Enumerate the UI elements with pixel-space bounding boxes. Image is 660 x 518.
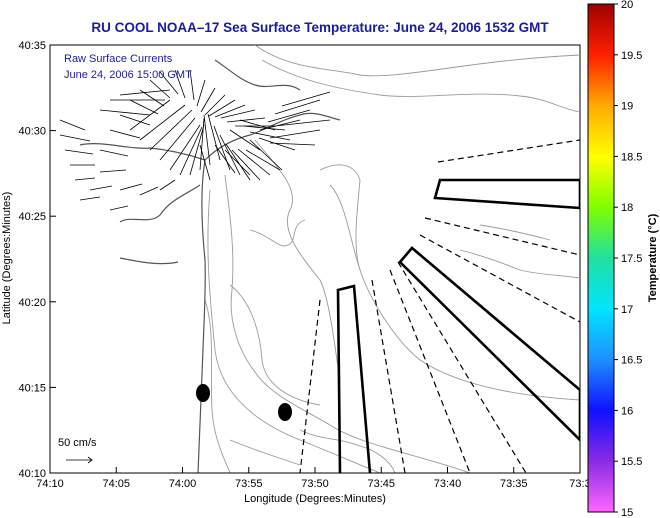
mooring-marker-2 (278, 403, 292, 421)
y-tick-label: 40:30 (18, 126, 46, 138)
survey-boxes (336, 178, 580, 473)
colorbar-label: Temperature (°C) (647, 213, 659, 302)
y-tick-label: 40:20 (18, 297, 46, 309)
y-tick-label: 40:10 (18, 468, 46, 480)
currents-scale-label: 50 cm/s (58, 437, 97, 449)
colorbar-tick-label: 16 (621, 405, 633, 417)
bathymetry-contours (204, 45, 580, 473)
x-tick-label: 73:40 (434, 478, 462, 490)
x-tick-label: 73:3 (569, 478, 590, 490)
x-tick-label: 73:55 (235, 478, 263, 490)
scale-arrow (66, 456, 93, 464)
coastline (79, 59, 341, 473)
currents-legend-time: June 24, 2006 15:00 GMT (64, 69, 192, 81)
x-tick-label: 73:35 (500, 478, 528, 490)
surface-current-vectors (59, 69, 331, 464)
x-tick-label: 73:45 (367, 478, 395, 490)
map-content: Raw Surface Currents June 24, 2006 15:00… (58, 45, 580, 473)
y-tick-label: 40:35 (18, 40, 46, 52)
x-tick-label: 74:00 (169, 478, 197, 490)
currents-legend-title: Raw Surface Currents (64, 53, 173, 65)
temperature-colorbar (587, 3, 615, 513)
x-axis-label: Longitude (Degrees:Minutes) (244, 493, 386, 505)
colorbar-tick-label: 15 (621, 507, 633, 518)
map-frame (49, 44, 581, 474)
y-axis: 40:35 40:30 40:25 40:20 40:15 40:10 Latitude … (1, 40, 56, 480)
x-axis: 74:10 74:05 74:00 73:55 73:50 73:45 73:40 73:35… (36, 467, 591, 505)
y-axis-label: Latitude (Degrees:Minutes) (1, 192, 13, 325)
y-tick-label: 40:15 (18, 382, 46, 394)
colorbar-tick-label: 17.5 (621, 253, 642, 265)
colorbar-tick-label: 18 (621, 202, 633, 214)
map-title: RU COOL NOAA–17 Sea Surface Temperature:… (91, 20, 549, 35)
x-tick-label: 74:10 (36, 478, 64, 490)
colorbar-tick-label: 19 (621, 101, 633, 113)
colorbar-tick-label: 19.5 (621, 50, 642, 62)
x-tick-label: 74:05 (102, 478, 130, 490)
x-tick-label: 73:50 (301, 478, 329, 490)
mooring-marker-1 (196, 384, 210, 402)
y-tick-label: 40:25 (18, 211, 46, 223)
colorbar-tick-label: 20 (621, 0, 633, 11)
colorbar-tick-label: 18.5 (621, 151, 642, 163)
colorbar-tick-label: 15.5 (621, 456, 642, 468)
survey-dashed-lines (299, 139, 580, 473)
colorbar-tick-label: 17 (621, 304, 633, 316)
colorbar-tick-label: 16.5 (621, 355, 642, 367)
